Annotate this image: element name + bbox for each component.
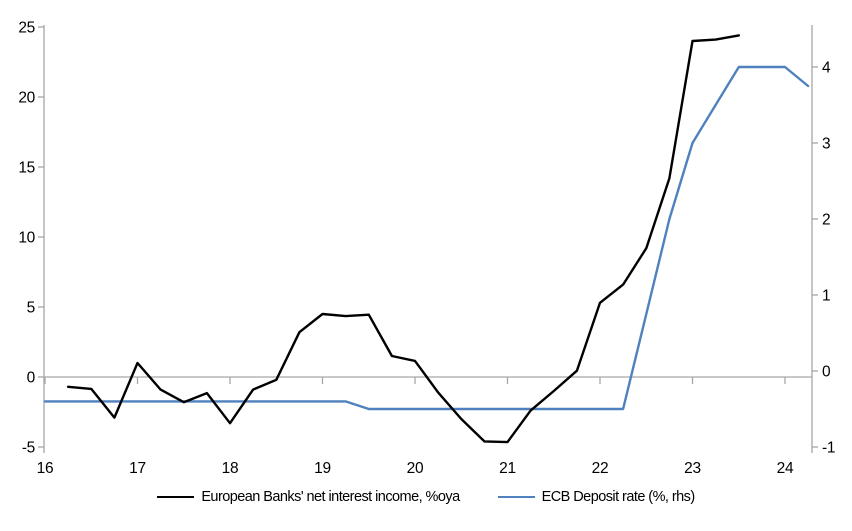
legend: European Banks' net interest income, %oy… bbox=[0, 489, 852, 505]
x-axis-tick-label: 20 bbox=[407, 460, 424, 477]
right-axis-tick-label: 0 bbox=[822, 364, 831, 381]
legend-item-ecb-deposit-rate: ECB Deposit rate (%, rhs) bbox=[497, 489, 696, 505]
right-axis-tick-label: -1 bbox=[822, 440, 835, 457]
right-axis-tick-label: 1 bbox=[822, 288, 830, 305]
right-axis-tick-label: 2 bbox=[822, 212, 830, 229]
legend-line-swatch-blue bbox=[497, 495, 535, 499]
x-axis-tick-label: 17 bbox=[129, 460, 146, 477]
series-line-net-interest-income bbox=[66, 34, 740, 444]
x-axis-tick-label: 18 bbox=[222, 460, 239, 477]
x-axis-tick-label: 16 bbox=[37, 460, 54, 477]
x-axis-tick-label: 22 bbox=[592, 460, 609, 477]
left-axis-tick-label: 5 bbox=[27, 300, 35, 317]
x-axis-tick-label: 23 bbox=[684, 460, 701, 477]
left-axis-tick-label: -5 bbox=[22, 440, 35, 457]
right-axis-tick-label: 4 bbox=[822, 60, 831, 77]
legend-item-net-interest-income: European Banks' net interest income, %oy… bbox=[157, 489, 460, 505]
x-axis-tick-label: 19 bbox=[314, 460, 331, 477]
left-axis-tick-label: 10 bbox=[18, 230, 35, 247]
left-axis-tick-label: 15 bbox=[18, 160, 35, 177]
legend-line-swatch-black bbox=[157, 495, 195, 499]
legend-label-ecb-deposit-rate: ECB Deposit rate (%, rhs) bbox=[541, 489, 696, 505]
left-axis-tick-label: 20 bbox=[18, 90, 35, 107]
x-axis-tick-label: 24 bbox=[777, 460, 794, 477]
series-line-ecb-deposit-rate bbox=[43, 65, 810, 411]
left-axis-tick-label: 25 bbox=[18, 20, 35, 37]
x-axis-tick-label: 21 bbox=[499, 460, 516, 477]
left-axis-tick-label: 0 bbox=[27, 370, 36, 387]
right-axis-tick-label: 3 bbox=[822, 136, 830, 153]
legend-label-net-interest-income: European Banks' net interest income, %oy… bbox=[201, 489, 460, 505]
